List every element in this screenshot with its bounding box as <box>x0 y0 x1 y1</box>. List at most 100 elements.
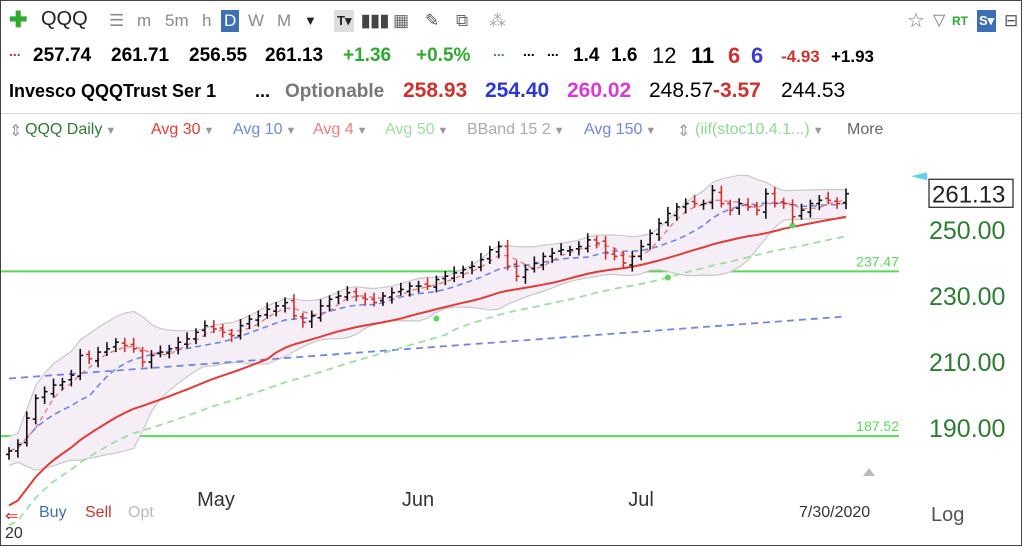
y-axis: 250.00 230.00 210.00 190.00 261.13 <box>863 172 1014 476</box>
price-bar <box>602 235 609 260</box>
interval-m[interactable]: m <box>137 11 152 30</box>
price-bar <box>433 275 440 293</box>
legend-label: (iif(stoc10.4.1...) <box>695 121 810 138</box>
legend-item-avg4[interactable]: Avg 4 ▼ <box>313 121 368 139</box>
scroll-left-icon[interactable]: ⇐ <box>5 508 18 525</box>
price-bar <box>575 241 582 256</box>
price-bar <box>825 191 832 205</box>
dropdown-arrow-icon[interactable]: ▼ <box>304 13 317 28</box>
row1-dots-green: ... <box>493 43 505 59</box>
price-marker-icon <box>911 172 927 181</box>
row1-dots: ... <box>9 43 21 59</box>
price-bar <box>522 264 529 284</box>
date-label: 7/30/2020 <box>799 504 871 521</box>
interval-5m[interactable]: 5m <box>165 11 189 30</box>
price-3: 260.02 <box>567 79 632 102</box>
grid-settings-icon[interactable]: ▦ <box>393 11 410 30</box>
chevron-down-icon: ▼ <box>356 125 368 137</box>
close-value: 261.13 <box>265 45 324 66</box>
sell-button[interactable]: Sell <box>85 504 112 521</box>
price-bar <box>157 345 164 358</box>
interval-d[interactable]: D <box>221 10 240 32</box>
value-8: +1.93 <box>831 47 875 66</box>
share-icon[interactable]: ⁂ <box>489 11 506 30</box>
avg150-line <box>8 315 847 380</box>
price-bar <box>486 245 493 264</box>
price-bar <box>647 229 654 250</box>
instrument-name: Invesco QQQTrust Ser 1 <box>9 81 217 101</box>
legend-label: QQQ Daily <box>25 121 103 138</box>
bar-style-icon[interactable]: ▮▮▮ <box>361 11 390 30</box>
quote-row-1: ... 257.74 261.71 256.55 261.13 +1.36 +0… <box>1 41 1021 73</box>
window-menu-icon[interactable]: ⊟ <box>1004 11 1019 30</box>
list-icon[interactable]: ☰ <box>109 11 125 30</box>
legend-move-icon-2[interactable]: ⇕ <box>677 123 691 140</box>
price-bar <box>736 198 743 215</box>
price-bar <box>442 270 449 286</box>
bband-lower-line <box>8 217 847 471</box>
symbol-label[interactable]: QQQ <box>41 8 88 30</box>
annotation-icon[interactable]: ⧉ <box>456 11 469 30</box>
star-icon[interactable]: ☆ <box>907 10 925 32</box>
last-price-box <box>928 178 1014 208</box>
price-bar <box>771 187 778 208</box>
price-bar <box>273 301 280 317</box>
buy-button[interactable]: Buy <box>39 504 67 521</box>
value-2: 1.6 <box>611 45 638 66</box>
price-bar <box>219 324 226 338</box>
value-4: 11 <box>691 43 715 68</box>
bband-overlay <box>8 174 847 471</box>
legend-item-avg10[interactable]: Avg 10 ▼ <box>233 121 296 139</box>
price-bar <box>798 203 805 220</box>
price-bars <box>6 185 849 460</box>
log-toggle[interactable]: Log <box>931 504 965 526</box>
draw-pen-icon[interactable]: ✎ <box>425 11 440 30</box>
legend-item-bband[interactable]: BBand 15 2 ▼ <box>467 121 565 139</box>
interval-h[interactable]: h <box>202 11 212 30</box>
legend-move-icon[interactable]: ⇕ <box>9 123 23 140</box>
price-bar <box>424 277 431 291</box>
rt-icon[interactable]: RT <box>952 14 968 28</box>
legend-item-avg30[interactable]: Avg 30 ▼ <box>151 121 214 139</box>
interval-m-monthly[interactable]: M <box>277 11 292 30</box>
x-axis-label: Jun <box>402 489 434 511</box>
price-bar <box>362 292 369 306</box>
chevron-down-icon: ▼ <box>203 125 215 137</box>
value-5: 6 <box>728 43 741 68</box>
x-axis: May Jun Jul ⇐ <box>5 489 654 525</box>
price-bar <box>139 346 146 368</box>
price-bar <box>112 338 119 353</box>
legend-item-avg150[interactable]: Avg 150 ▼ <box>584 121 656 139</box>
price-bar <box>745 197 752 211</box>
price-bar <box>495 241 502 259</box>
y-tick-label: 210.00 <box>929 349 1005 377</box>
opt-button[interactable]: Opt <box>128 504 154 521</box>
indicator-legend: ⇕ QQQ Daily ▼ Avg 30 ▼ Avg 10 ▼ Avg 4 ▼ Avg … <box>1 119 1021 143</box>
price-bar <box>709 185 716 210</box>
text-tool-icon[interactable]: T▾ <box>334 10 355 32</box>
s-menu-icon[interactable]: S▾ <box>977 10 997 32</box>
optionable-label: Optionable <box>285 81 385 102</box>
y-tick-label: 190.00 <box>929 415 1005 443</box>
header-divider <box>1 113 1021 114</box>
price-bar <box>14 439 21 458</box>
scroll-up-icon[interactable] <box>863 468 875 476</box>
interval-w[interactable]: W <box>248 11 265 30</box>
price-bar <box>451 266 458 283</box>
add-icon[interactable]: ✚ <box>9 7 28 32</box>
bband-fill <box>9 175 846 471</box>
legend-item-stoc[interactable]: (iif(stoc10.4.1...) ▼ <box>695 121 824 139</box>
moving-averages <box>8 198 847 527</box>
legend-item-qqq-daily[interactable]: QQQ Daily ▼ <box>25 121 116 139</box>
price-6: 244.53 <box>781 79 846 102</box>
price-bar <box>540 252 547 271</box>
legend-item-avg50[interactable]: Avg 50 ▼ <box>385 121 448 139</box>
legend-more-button[interactable]: More <box>847 121 883 139</box>
toolbar: ✚ QQQ ☰ m 5m h D W M ▼ T▾ ▮▮▮ ▦ ✎ ⧉ ⁂ ☆ … <box>1 1 1021 41</box>
y-tick-label: 250.00 <box>929 217 1005 245</box>
filter-icon[interactable]: ▽ <box>933 12 946 29</box>
horizontal-lines: 237.47 187.52 <box>1 253 899 438</box>
price-bar <box>50 378 57 398</box>
row1-dots-2: ... <box>523 43 535 59</box>
